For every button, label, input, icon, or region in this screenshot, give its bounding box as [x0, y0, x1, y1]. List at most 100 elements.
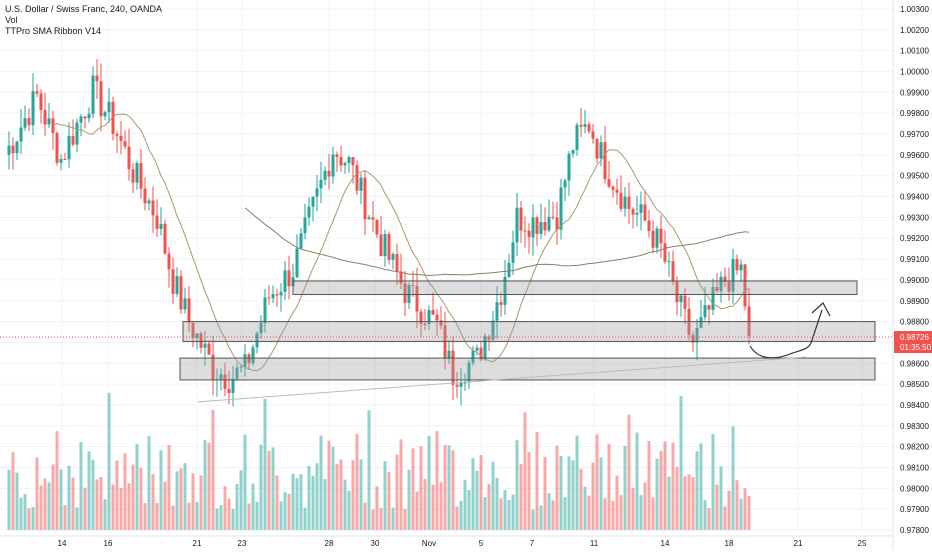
candle-body: [303, 217, 307, 234]
volume-bar: [47, 482, 51, 530]
candle-body: [527, 230, 531, 238]
candle-body: [23, 118, 27, 128]
candle-body: [387, 234, 391, 260]
candle-body: [463, 382, 467, 384]
candle-body: [671, 261, 675, 282]
candle-body: [571, 149, 575, 154]
y-tick-label: 0.99300: [900, 213, 929, 222]
candle-body: [43, 109, 47, 125]
volume-bar: [519, 463, 523, 530]
volume-bar: [575, 435, 579, 530]
volume-bar: [107, 392, 111, 530]
candle-body: [111, 101, 115, 134]
x-tick-label: 25: [858, 539, 867, 548]
volume-bar: [635, 432, 639, 530]
candle-body: [159, 223, 163, 229]
volume-bar: [139, 467, 143, 530]
volume-bar: [203, 440, 207, 530]
volume-bar: [359, 459, 363, 530]
candle-body: [491, 320, 495, 340]
volume-bar: [351, 460, 355, 530]
volume-bar: [287, 493, 291, 530]
volume-bar: [423, 478, 427, 530]
volume-bar: [707, 508, 711, 530]
volume-bar: [35, 457, 39, 530]
volume-bar: [703, 500, 707, 530]
candle-body: [371, 217, 375, 220]
candle-body: [555, 217, 559, 230]
candle-body: [11, 145, 15, 154]
candle-body: [59, 159, 63, 163]
volume-bar: [39, 485, 43, 530]
volume-bar: [159, 450, 163, 530]
candle-body: [79, 116, 83, 123]
candle-body: [567, 153, 571, 181]
volume-bar: [367, 410, 371, 530]
y-tick-label: 0.98900: [900, 297, 929, 306]
volume-indicator-label[interactable]: Vol: [5, 15, 18, 25]
volume-bar: [127, 483, 131, 530]
volume-bar: [7, 469, 11, 530]
volume-bar: [503, 490, 507, 530]
volume-bar: [115, 460, 119, 530]
volume-bar: [671, 442, 675, 530]
volume-bar: [239, 470, 243, 530]
volume-bar: [355, 434, 359, 530]
volume-bar: [119, 487, 123, 530]
y-tick-label: 0.99800: [900, 109, 929, 118]
x-tick-label: 11: [590, 539, 599, 548]
volume-bar: [199, 475, 203, 530]
candle-body: [499, 302, 503, 305]
volume-bar: [491, 461, 495, 530]
volume-bar: [615, 475, 619, 530]
volume-bar: [719, 466, 723, 530]
x-tick-label: Nov: [422, 539, 436, 548]
volume-bar: [667, 476, 671, 530]
candle-body: [711, 287, 715, 310]
candle-body: [199, 333, 203, 348]
candle-body: [255, 333, 259, 348]
candle-body: [695, 327, 699, 343]
candle-body: [351, 157, 355, 166]
volume-bar: [347, 490, 351, 530]
volume-bar: [267, 450, 271, 530]
volume-bar: [699, 443, 703, 530]
volume-bar: [371, 509, 375, 530]
candle-body: [699, 317, 703, 328]
candle-body: [115, 133, 119, 136]
x-tick-label: 30: [371, 539, 380, 548]
volume-bar: [587, 495, 591, 530]
candle-body: [319, 179, 323, 189]
candles: [7, 58, 751, 407]
volume-bar: [663, 441, 667, 530]
volume-bar: [327, 440, 331, 530]
volume-bar: [263, 398, 267, 530]
volume-bar: [19, 497, 23, 530]
candle-body: [235, 367, 239, 379]
volume-bar: [207, 442, 211, 530]
candle-body: [343, 163, 347, 166]
trendline: [197, 356, 807, 403]
candle-body: [599, 142, 603, 159]
candle-body: [87, 113, 91, 119]
volume-bar: [211, 409, 215, 530]
volume-bar: [591, 462, 595, 530]
candle-body: [391, 253, 395, 260]
candle-body: [375, 219, 379, 235]
candle-body: [467, 362, 471, 383]
candle-body: [191, 322, 195, 339]
candle-body: [19, 127, 23, 142]
candle-body: [543, 222, 547, 231]
sma-ribbon-indicator-label[interactable]: TTPro SMA Ribbon V14: [5, 26, 102, 36]
candle-body: [119, 135, 123, 142]
symbol-title[interactable]: U.S. Dollar / Swiss Franc, 240, OANDA: [5, 4, 163, 14]
volume-bar: [683, 476, 687, 530]
volume-bar: [463, 479, 467, 530]
volume-bar: [499, 498, 503, 530]
candle-body: [707, 305, 711, 310]
price-badge-countdown: 01:35:50: [900, 343, 932, 352]
candle-body: [503, 276, 507, 305]
volume-bar: [59, 469, 63, 530]
